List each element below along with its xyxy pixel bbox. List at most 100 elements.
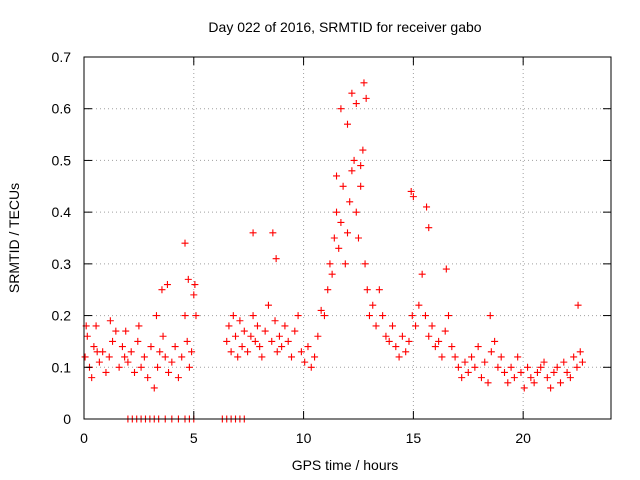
data-point bbox=[271, 317, 279, 325]
data-point bbox=[253, 322, 261, 330]
data-point bbox=[486, 312, 494, 320]
data-point bbox=[159, 332, 167, 340]
data-point bbox=[359, 146, 367, 154]
y-tick-label: 0.4 bbox=[52, 204, 72, 220]
data-point bbox=[95, 358, 103, 366]
y-tick-label: 0.1 bbox=[52, 359, 72, 375]
data-point bbox=[268, 337, 276, 345]
data-point bbox=[301, 358, 309, 366]
data-point bbox=[144, 374, 152, 382]
data-point bbox=[131, 368, 139, 376]
data-point bbox=[88, 374, 96, 382]
data-point bbox=[273, 348, 281, 356]
data-point bbox=[238, 343, 246, 351]
data-point bbox=[415, 301, 423, 309]
data-point bbox=[284, 337, 292, 345]
data-point bbox=[102, 368, 110, 376]
x-tick-label: 10 bbox=[296, 430, 312, 446]
data-point bbox=[468, 353, 476, 361]
data-point bbox=[135, 322, 143, 330]
data-point bbox=[240, 327, 248, 335]
data-point bbox=[333, 208, 341, 216]
data-point bbox=[223, 337, 231, 345]
y-tick-label: 0.3 bbox=[52, 256, 72, 272]
data-point bbox=[385, 337, 393, 345]
data-point bbox=[458, 374, 466, 382]
data-point bbox=[550, 368, 558, 376]
data-point bbox=[154, 363, 162, 371]
data-point bbox=[392, 343, 400, 351]
data-point bbox=[365, 312, 373, 320]
data-point bbox=[372, 322, 380, 330]
data-point bbox=[533, 368, 541, 376]
data-point bbox=[93, 348, 101, 356]
y-axis: 0 0.1 0.2 0.3 0.4 0.5 0.6 0.7 bbox=[52, 49, 611, 427]
data-point bbox=[454, 363, 462, 371]
x-axis-label: GPS time / hours bbox=[292, 457, 399, 473]
data-point bbox=[471, 363, 479, 371]
data-point bbox=[178, 353, 186, 361]
data-point bbox=[90, 343, 98, 351]
data-point bbox=[448, 343, 456, 351]
data-point bbox=[324, 286, 332, 294]
data-point bbox=[362, 94, 370, 102]
data-point bbox=[251, 337, 259, 345]
data-point bbox=[464, 368, 472, 376]
data-point bbox=[118, 343, 126, 351]
data-point bbox=[225, 322, 233, 330]
data-point bbox=[333, 172, 341, 180]
data-point bbox=[507, 363, 515, 371]
data-point bbox=[244, 348, 252, 356]
data-point bbox=[278, 343, 286, 351]
data-point bbox=[184, 275, 192, 283]
data-point bbox=[181, 312, 189, 320]
data-point bbox=[461, 358, 469, 366]
data-point bbox=[346, 198, 354, 206]
data-point bbox=[350, 156, 358, 164]
data-point bbox=[442, 265, 450, 273]
data-point bbox=[357, 182, 365, 190]
data-point bbox=[168, 358, 176, 366]
data-point bbox=[560, 358, 568, 366]
data-point bbox=[190, 291, 198, 299]
data-point bbox=[474, 343, 482, 351]
data-point bbox=[339, 182, 347, 190]
data-point bbox=[402, 348, 410, 356]
data-point bbox=[115, 363, 123, 371]
data-point bbox=[314, 332, 322, 340]
data-point bbox=[158, 286, 166, 294]
data-point bbox=[161, 353, 169, 361]
data-point bbox=[445, 312, 453, 320]
data-point bbox=[236, 317, 244, 325]
y-axis-label: SRMTID / TECUs bbox=[6, 183, 22, 293]
data-point bbox=[337, 105, 345, 113]
data-point bbox=[408, 312, 416, 320]
data-point bbox=[311, 353, 319, 361]
data-point bbox=[258, 353, 266, 361]
data-point bbox=[481, 358, 489, 366]
data-point bbox=[360, 79, 368, 87]
data-point bbox=[501, 368, 509, 376]
x-tick-label: 15 bbox=[406, 430, 422, 446]
data-point bbox=[348, 167, 356, 175]
data-point bbox=[127, 348, 135, 356]
data-point bbox=[171, 343, 179, 351]
data-point bbox=[379, 312, 387, 320]
data-point bbox=[304, 343, 312, 351]
data-point bbox=[183, 337, 191, 345]
data-point bbox=[181, 239, 189, 247]
data-point bbox=[530, 379, 538, 387]
data-point bbox=[294, 312, 302, 320]
data-point bbox=[83, 332, 91, 340]
data-point bbox=[576, 348, 584, 356]
data-point bbox=[524, 363, 532, 371]
data-point bbox=[352, 208, 360, 216]
data-point bbox=[256, 343, 264, 351]
data-point bbox=[152, 312, 160, 320]
x-tick-label: 0 bbox=[80, 430, 88, 446]
data-point bbox=[163, 281, 171, 289]
data-point bbox=[105, 353, 113, 361]
data-point bbox=[140, 353, 148, 361]
data-point bbox=[112, 327, 120, 335]
x-axis: 0 5 10 15 20 bbox=[80, 57, 531, 446]
